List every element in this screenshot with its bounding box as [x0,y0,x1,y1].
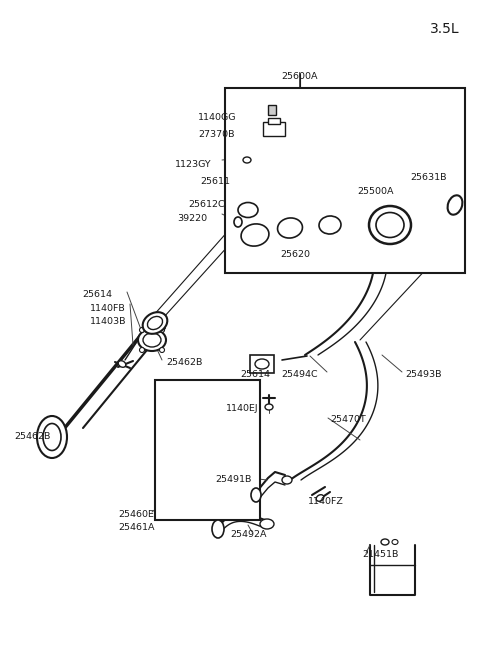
Text: 25620: 25620 [280,250,310,259]
Text: 1140EJ: 1140EJ [226,404,259,413]
Ellipse shape [447,195,462,215]
Ellipse shape [37,416,67,458]
Text: 25614: 25614 [240,370,270,379]
Ellipse shape [392,540,398,544]
Ellipse shape [43,424,61,451]
Text: 25612C: 25612C [188,200,225,209]
Ellipse shape [376,212,404,238]
Ellipse shape [234,217,242,227]
Text: 21451B: 21451B [362,550,398,559]
Bar [268,118,280,124]
Text: 25600A: 25600A [282,72,318,81]
Bar [155,380,260,520]
Text: 25470T: 25470T [330,415,366,424]
Text: 25492A: 25492A [230,530,266,539]
Ellipse shape [241,224,269,246]
Text: 1140GG: 1140GG [198,113,237,122]
Ellipse shape [140,348,144,352]
Text: 1140FB: 1140FB [90,304,126,313]
Text: 25460E: 25460E [118,510,154,519]
Ellipse shape [277,218,302,238]
Text: 39220: 39220 [177,214,207,223]
Text: 25500A: 25500A [357,187,394,196]
Text: 25611: 25611 [200,177,230,186]
Ellipse shape [319,216,341,234]
Text: 25462B: 25462B [166,358,203,367]
Ellipse shape [381,539,389,545]
Ellipse shape [260,519,274,529]
Ellipse shape [138,329,166,351]
Ellipse shape [243,157,251,163]
Ellipse shape [255,359,269,369]
Ellipse shape [265,404,273,410]
Ellipse shape [159,348,165,352]
Text: 25614: 25614 [82,290,112,299]
Text: 25494C: 25494C [281,370,318,379]
Ellipse shape [143,333,161,347]
Text: 25461A: 25461A [118,523,155,532]
Text: 11403B: 11403B [90,317,127,326]
Ellipse shape [159,328,165,333]
Text: 3.5L: 3.5L [431,22,460,36]
Bar [250,355,274,373]
Bar [268,105,276,115]
Ellipse shape [316,495,324,501]
Text: 25493B: 25493B [405,370,442,379]
Ellipse shape [238,202,258,217]
Ellipse shape [147,316,163,329]
Ellipse shape [369,206,411,244]
Ellipse shape [251,488,261,502]
Text: 1123GY: 1123GY [175,160,212,169]
Bar [263,122,285,136]
Ellipse shape [140,328,144,333]
Text: 27370B: 27370B [198,130,235,139]
Ellipse shape [143,312,168,334]
Ellipse shape [212,520,224,538]
Ellipse shape [282,476,292,484]
Bar [225,88,465,273]
Text: 1140FZ: 1140FZ [308,497,344,506]
Text: 25491B: 25491B [215,475,252,484]
Text: 25462B: 25462B [14,432,50,441]
Text: 25631B: 25631B [410,173,446,182]
Ellipse shape [118,361,126,367]
